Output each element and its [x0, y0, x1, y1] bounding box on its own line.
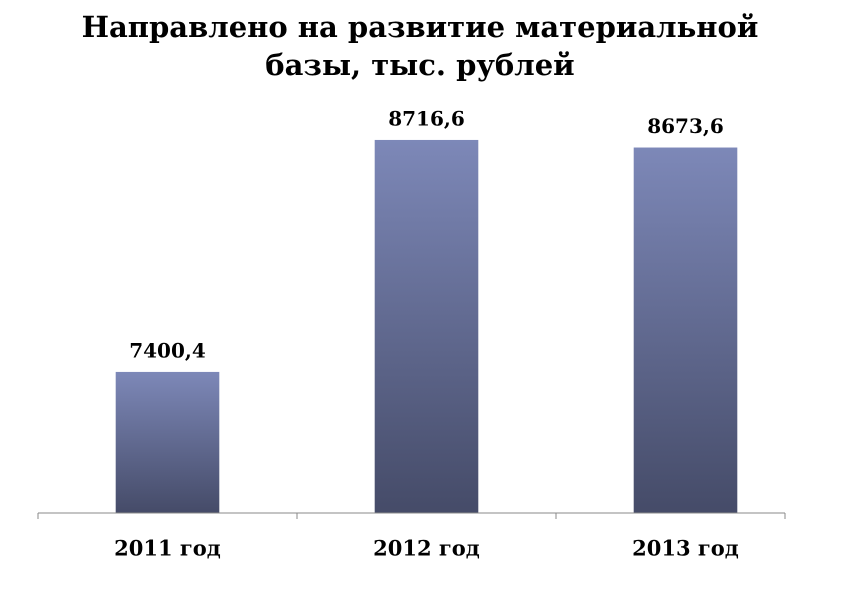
data-label: 7400,4	[129, 338, 206, 362]
x-tick-label: 2011 год	[114, 536, 221, 561]
data-label: 8673,6	[647, 114, 724, 138]
x-tick-label: 2012 год	[373, 536, 480, 561]
bar	[633, 147, 738, 513]
x-tick-label: 2013 год	[632, 536, 739, 561]
bar	[374, 139, 479, 513]
bar	[115, 371, 220, 513]
data-label: 8716,6	[388, 106, 465, 130]
chart-title: Направлено на развитие материальной базы…	[81, 10, 759, 82]
